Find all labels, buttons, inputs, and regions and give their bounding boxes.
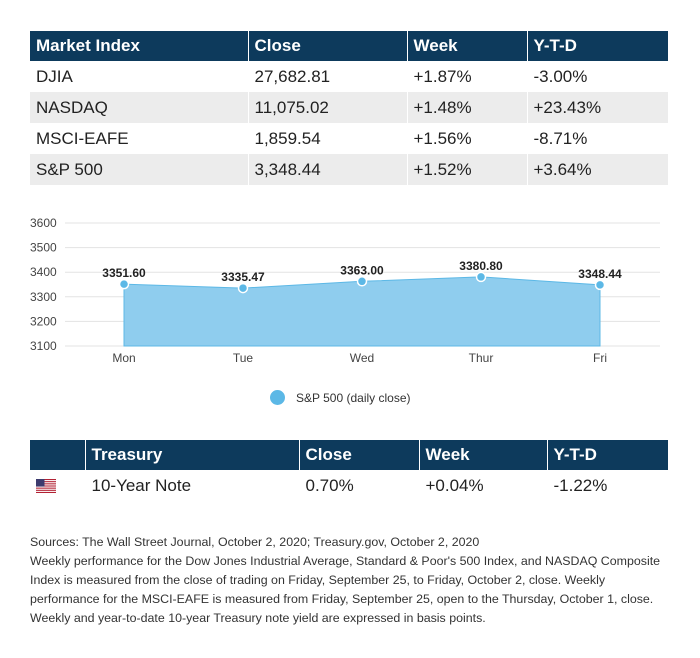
treasury-ytd: -1.22%: [553, 476, 608, 495]
x-tick-label: Mon: [112, 351, 135, 365]
y-axis-ticks: 3100 3200 3300 3400 3500 3600: [30, 216, 57, 353]
y-tick-label: 3300: [30, 290, 57, 304]
data-point: [594, 279, 606, 291]
index-close: 1,859.54: [248, 123, 408, 154]
flag-cell: [30, 470, 86, 502]
header-week: Week: [419, 440, 548, 470]
header-flag: [30, 440, 86, 470]
data-points: [118, 271, 606, 294]
header-ytd: Y-T-D: [547, 440, 668, 470]
data-point: [237, 282, 249, 294]
header-close: Close: [248, 31, 408, 61]
footnotes: Sources: The Wall Street Journal, Octobe…: [30, 533, 670, 628]
index-close: 27,682.81: [248, 61, 408, 92]
header-ytd: Y-T-D: [527, 31, 668, 61]
header-week: Week: [407, 31, 528, 61]
index-week: +1.48%: [407, 92, 528, 123]
treasury-name: 10-Year Note: [85, 470, 300, 502]
sources-note: Sources: The Wall Street Journal, Octobe…: [30, 535, 480, 549]
x-tick-label: Wed: [350, 351, 374, 365]
x-tick-label: Tue: [233, 351, 254, 365]
table-row: 10-Year Note 0.70% +0.04% -1.22%: [30, 470, 668, 502]
market-index-table: Market Index Close Week Y-T-D DJIA 27,68…: [30, 31, 668, 185]
index-ytd: +3.64%: [527, 154, 668, 185]
y-tick-label: 3200: [30, 314, 57, 328]
methodology-note: Weekly performance for the Dow Jones Ind…: [30, 554, 661, 625]
y-tick-label: 3400: [30, 265, 57, 279]
data-point: [118, 278, 130, 290]
data-labels: 3351.60 3335.47 3363.00 3380.80 3348.44: [102, 259, 622, 284]
x-tick-label: Thur: [469, 351, 494, 365]
chart-legend: S&P 500 (daily close): [270, 390, 411, 405]
data-label: 3348.44: [578, 267, 622, 281]
data-point: [475, 271, 487, 283]
index-name: S&P 500: [30, 154, 249, 185]
table-row: S&P 500 3,348.44 +1.52% +3.64%: [30, 154, 668, 185]
index-ytd: -3.00%: [533, 66, 588, 86]
treasury-week: +0.04%: [419, 470, 548, 502]
us-flag-icon: [36, 479, 56, 493]
index-close: 3,348.44: [248, 154, 408, 185]
table-row: MSCI-EAFE 1,859.54 +1.56% -8.71%: [30, 123, 668, 154]
legend-swatch: [270, 390, 285, 405]
treasury-table-header: Treasury Close Week Y-T-D: [30, 440, 668, 470]
data-label: 3351.60: [102, 266, 146, 280]
header-market-index: Market Index: [30, 31, 249, 61]
index-close: 11,075.02: [248, 92, 408, 123]
index-ytd: +23.43%: [527, 92, 668, 123]
sp500-area: [123, 276, 601, 347]
index-week: +1.52%: [407, 154, 528, 185]
index-name: DJIA: [30, 61, 249, 92]
x-tick-label: Fri: [593, 351, 607, 365]
legend-label: S&P 500 (daily close): [296, 390, 411, 405]
data-label: 3363.00: [340, 263, 384, 277]
market-table-header: Market Index Close Week Y-T-D: [30, 31, 668, 61]
index-name: NASDAQ: [30, 92, 249, 123]
table-row: DJIA 27,682.81 +1.87% -3.00%: [30, 61, 668, 92]
header-close: Close: [299, 440, 420, 470]
data-point: [356, 276, 368, 287]
data-label: 3380.80: [459, 259, 503, 273]
index-week: +1.56%: [407, 123, 528, 154]
index-ytd: -8.71%: [533, 128, 588, 148]
x-axis-ticks: Mon Tue Wed Thur Fri: [112, 351, 607, 365]
y-tick-label: 3100: [30, 339, 57, 353]
y-tick-label: 3600: [30, 216, 57, 230]
index-week: +1.87%: [407, 61, 528, 92]
y-tick-label: 3500: [30, 241, 57, 255]
table-row: NASDAQ 11,075.02 +1.48% +23.43%: [30, 92, 668, 123]
treasury-table: Treasury Close Week Y-T-D 10-: [30, 440, 668, 502]
header-treasury: Treasury: [85, 440, 300, 470]
treasury-close: 0.70%: [299, 470, 420, 502]
data-label: 3335.47: [221, 270, 265, 284]
index-name: MSCI-EAFE: [30, 123, 249, 154]
